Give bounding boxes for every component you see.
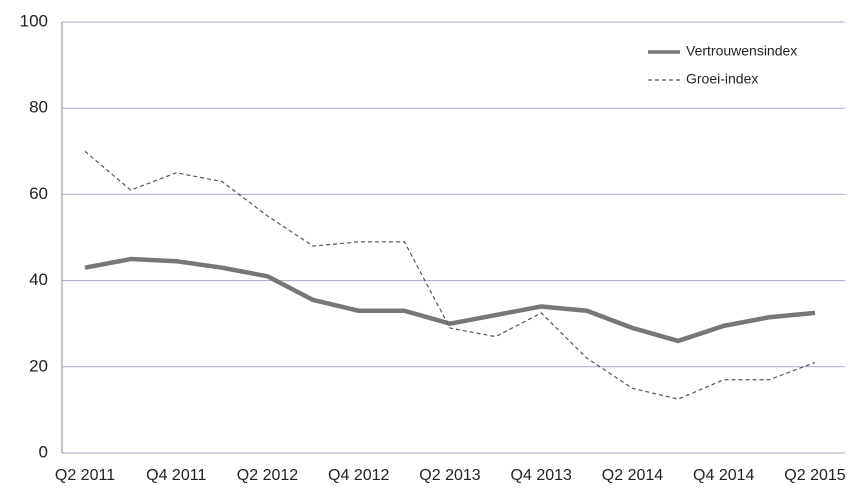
x-tick-label: Q4 2012 (328, 467, 389, 484)
x-tick-label: Q4 2011 (146, 467, 206, 484)
y-tick-label: 80 (29, 98, 48, 117)
y-tick-label: 60 (29, 184, 48, 203)
legend: Vertrouwensindex Groei-index (648, 43, 797, 87)
y-tick-label: 0 (39, 442, 48, 461)
legend-label: Groei-index (686, 71, 758, 87)
legend-label: Vertrouwensindex (686, 43, 797, 59)
series-line (84, 256, 816, 344)
x-tick-label: Q2 2014 (602, 467, 663, 484)
x-tick-label: Q4 2014 (693, 467, 754, 484)
series-line (84, 150, 816, 400)
x-tick-label: Q2 2012 (237, 467, 298, 484)
x-tick-label: Q2 2011 (55, 467, 115, 484)
y-tick-label: 100 (20, 11, 48, 30)
x-tick-label: Q2 2015 (784, 467, 845, 484)
y-tick-label: 20 (29, 356, 48, 375)
x-tick-label: Q2 2013 (419, 467, 480, 484)
y-tick-label: 40 (29, 270, 48, 289)
x-tick-label: Q4 2013 (511, 467, 572, 484)
